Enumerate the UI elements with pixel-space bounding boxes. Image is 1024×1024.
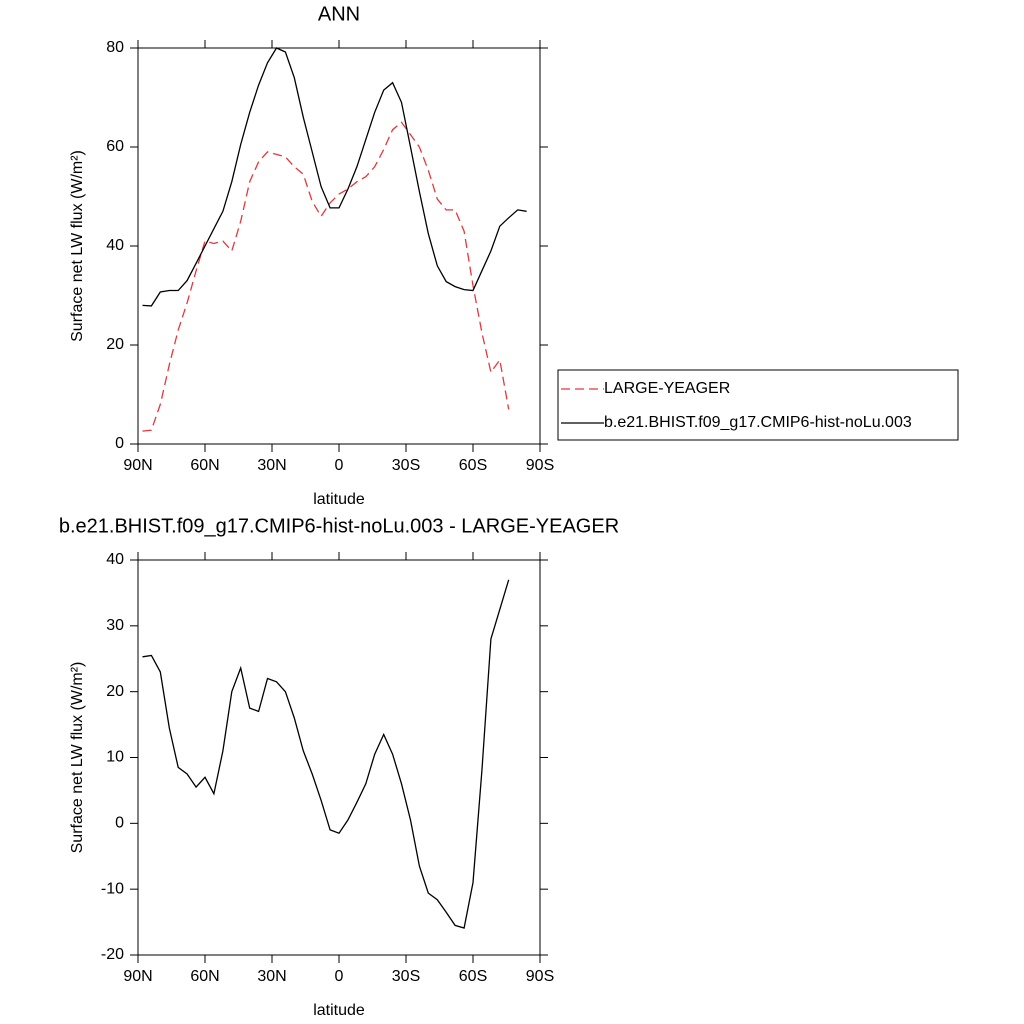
legend-label: b.e21.BHIST.f09_g17.CMIP6-hist-noLu.003 [604,414,912,431]
y-tick-label: 20 [106,336,124,353]
x-tick-label: 30S [392,457,420,474]
chart-title: ANN [318,3,360,25]
x-axis-label: latitude [313,1002,365,1019]
x-tick-label: 90S [526,457,554,474]
y-tick-label: 80 [106,39,124,56]
y-tick-label: -20 [101,946,124,963]
plot-frame [137,47,541,445]
x-tick-label: 30S [392,968,420,985]
x-tick-label: 0 [335,968,344,985]
y-tick-label: 40 [106,237,124,254]
y-axis-label: Surface net LW flux (W/m²) [69,150,86,342]
plot-frame [137,559,541,956]
x-tick-label: 90N [123,457,152,474]
x-tick-label: 30N [257,457,286,474]
x-tick-label: 0 [335,457,344,474]
chart-title: b.e21.BHIST.f09_g17.CMIP6-hist-noLu.003 … [59,515,619,537]
x-tick-label: 60N [190,968,219,985]
x-tick-label: 60S [459,457,487,474]
y-tick-label: 0 [115,815,124,832]
x-tick-label: 60S [459,968,487,985]
y-tick-label: -10 [101,880,124,897]
data-line [142,121,510,432]
y-tick-label: 60 [106,138,124,155]
x-tick-label: 90S [526,968,554,985]
legend-label: LARGE-YEAGER [604,380,730,397]
y-axis-label: Surface net LW flux (W/m²) [69,662,86,854]
y-tick-label: 10 [106,749,124,766]
y-tick-label: 30 [106,617,124,634]
x-tick-label: 90N [123,968,152,985]
x-axis-label: latitude [313,491,365,508]
legend-box [557,369,959,441]
data-line [142,579,510,929]
x-tick-label: 30N [257,968,286,985]
data-line [142,47,527,307]
y-tick-label: 20 [106,683,124,700]
x-tick-label: 60N [190,457,219,474]
y-tick-label: 0 [115,435,124,452]
y-tick-label: 40 [106,551,124,568]
